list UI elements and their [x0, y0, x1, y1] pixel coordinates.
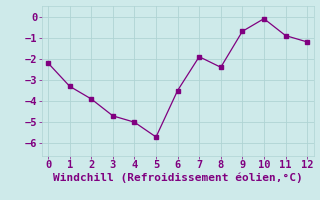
- X-axis label: Windchill (Refroidissement éolien,°C): Windchill (Refroidissement éolien,°C): [53, 173, 302, 183]
